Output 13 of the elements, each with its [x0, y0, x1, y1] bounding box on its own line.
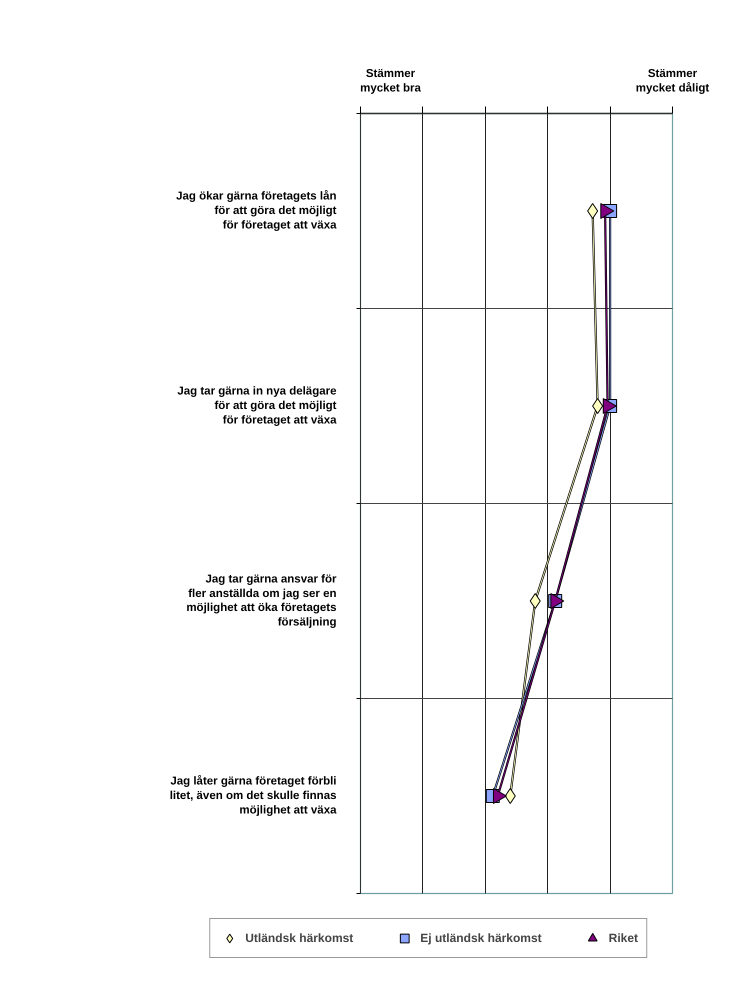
y-tick-label: Jag tar gärna in nya delägare för att göra det möjligt för företaget att växa	[177, 386, 338, 426]
legend-label: Riket	[608, 931, 638, 945]
y-tick-label: Jag ökar gärna företagets lån för att göra det möjligt för företaget att växa	[176, 190, 338, 232]
point	[504, 788, 516, 804]
legend-label: Utländsk härkomst	[245, 931, 354, 945]
y-tick-label: Jag tar gärna ansvar för fler anställda om jag ser en möjlighet att öka företagets försäljning	[186, 573, 338, 629]
legend-label: Ej utländsk härkomst	[420, 931, 542, 945]
point	[587, 203, 598, 219]
text: Stämmer mycket dåligt	[636, 68, 710, 94]
y-tick-label: Jag låter gärna företaget förbli litet, även om det skulle finnas möjlighet att växa	[170, 774, 338, 816]
point	[592, 398, 604, 414]
point	[530, 593, 541, 609]
text: Stämmer mycket bra	[360, 68, 422, 94]
